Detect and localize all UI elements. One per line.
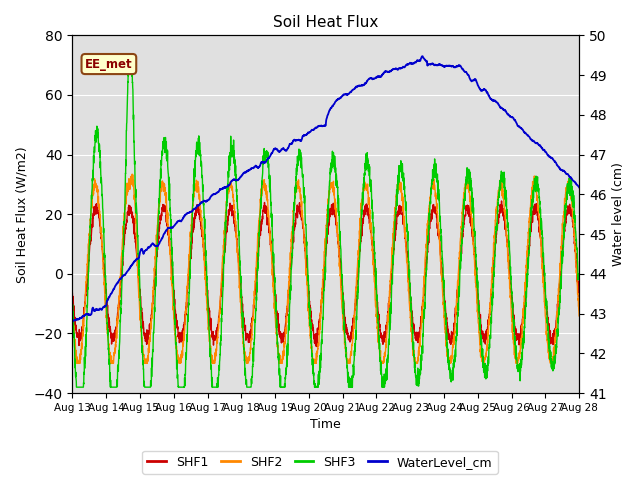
Line: SHF2: SHF2 [72,174,579,363]
SHF1 [575,294,583,300]
SHF1 [566,209,573,215]
SHF1 [498,198,506,204]
SHF2 [127,180,134,185]
SHF3 [566,179,573,185]
SHF2 [263,193,271,199]
Title: Soil Heat Flux: Soil Heat Flux [273,15,378,30]
WaterLevel_cm [156,239,164,244]
SHF1 [156,213,164,218]
WaterLevel_cm [566,174,573,180]
WaterLevel_cm [68,319,76,324]
SHF1 [314,344,321,350]
WaterLevel_cm [263,157,271,163]
SHF3 [125,68,132,74]
SHF2 [511,348,519,354]
SHF1 [68,290,76,296]
WaterLevel_cm [511,117,518,123]
SHF1 [263,204,271,210]
SHF2 [566,181,573,187]
SHF3 [285,312,293,317]
Legend: SHF1, SHF2, SHF3, WaterLevel_cm: SHF1, SHF2, SHF3, WaterLevel_cm [142,451,498,474]
SHF3 [72,384,80,390]
SHF3 [127,68,134,74]
SHF3 [575,274,583,280]
Line: WaterLevel_cm: WaterLevel_cm [72,56,579,322]
Line: SHF1: SHF1 [72,201,579,347]
SHF2 [285,283,293,289]
WaterLevel_cm [575,184,583,190]
SHF3 [511,336,519,341]
SHF2 [157,187,164,193]
SHF3 [263,152,271,157]
SHF1 [285,291,292,297]
SHF2 [68,315,76,321]
SHF3 [68,306,76,312]
Y-axis label: Soil Heat Flux (W/m2): Soil Heat Flux (W/m2) [15,146,28,283]
Y-axis label: Water level (cm): Water level (cm) [612,162,625,266]
WaterLevel_cm [126,264,134,270]
SHF2 [575,313,583,319]
SHF2 [129,171,136,177]
SHF1 [511,324,519,330]
SHF1 [126,204,134,209]
SHF3 [157,166,164,172]
Line: SHF3: SHF3 [72,71,579,387]
WaterLevel_cm [419,53,426,59]
SHF2 [73,360,81,366]
Text: EE_met: EE_met [85,58,132,71]
WaterLevel_cm [285,144,292,150]
X-axis label: Time: Time [310,419,341,432]
